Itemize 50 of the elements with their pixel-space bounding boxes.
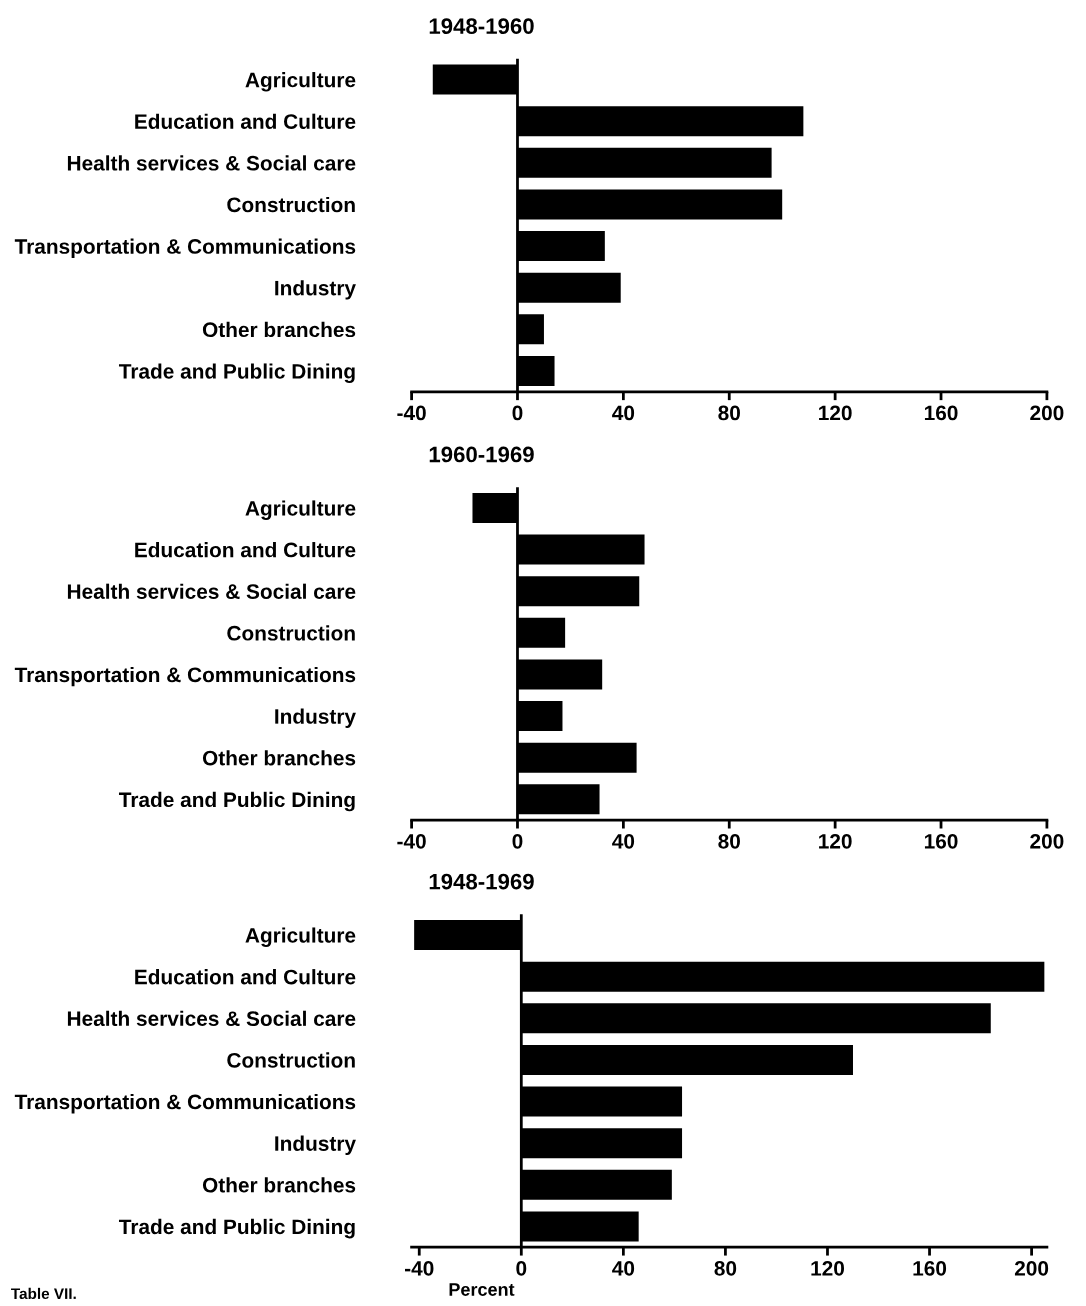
x-tick-label: 200 (1030, 833, 1064, 849)
y-tick-label: Trade and Public Dining (118, 363, 355, 383)
x-tick-label: 40 (612, 1260, 635, 1276)
chart-title: 1948-1969 (429, 873, 534, 890)
y-tick-label: Other branches (202, 1177, 356, 1193)
y-tick-label: Trade and Public Dining (118, 1218, 355, 1239)
y-tick-label: Other branches (202, 321, 356, 338)
y-tick-label: Agriculture (245, 927, 356, 947)
y-tick-label: Health services & Social care (67, 583, 356, 599)
y-tick-label: Industry (275, 280, 356, 300)
x-tick-label: 40 (612, 833, 635, 849)
y-tick-label: Industry (275, 1135, 356, 1156)
y-tick-label: Agriculture (245, 72, 356, 92)
x-tick-label: -40 (405, 1260, 434, 1276)
x-tick-label: 80 (718, 405, 740, 421)
y-tick-label: Agriculture (245, 500, 356, 520)
x-tick-label: -40 (397, 833, 426, 849)
chart-title: 1960-1969 (429, 446, 534, 463)
x-axis-title: Percent (449, 1283, 515, 1296)
x-tick-label: 200 (1014, 1260, 1049, 1276)
y-tick-label: Education and Culture (135, 969, 356, 985)
y-tick-label: Construction (227, 625, 355, 641)
y-tick-label: Transportation & Communications (14, 666, 356, 687)
x-tick-label: 0 (512, 405, 523, 421)
y-tick-label: Construction (227, 1052, 355, 1068)
y-tick-label: Education and Culture (135, 542, 356, 558)
y-tick-label: Construction (227, 196, 355, 213)
chart-title: 1948-1960 (429, 18, 534, 34)
x-tick-label: 120 (811, 1260, 845, 1276)
y-tick-label: Trade and Public Dining (118, 791, 355, 812)
y-tick-label: Health services & Social care (67, 1010, 356, 1027)
x-tick-label: 40 (612, 405, 635, 421)
y-tick-label: Health services & Social care (67, 155, 356, 171)
y-tick-label: Industry (275, 708, 356, 728)
text: Table VII. (11, 1287, 76, 1300)
y-tick-label: Transportation & Communications (14, 1093, 356, 1114)
y-tick-label: Other branches (202, 750, 356, 766)
x-tick-label: 80 (718, 833, 740, 849)
x-tick-label: 160 (924, 833, 958, 849)
x-tick-label: 80 (714, 1260, 737, 1276)
x-tick-label: 120 (819, 405, 852, 421)
x-tick-label: 160 (924, 405, 958, 421)
x-tick-label: 0 (516, 1260, 527, 1276)
x-tick-label: -40 (397, 405, 426, 421)
y-tick-label: Transportation & Communications (14, 238, 356, 258)
x-tick-label: 200 (1030, 405, 1064, 421)
x-tick-label: 120 (819, 833, 852, 849)
y-tick-label: Education and Culture (135, 113, 356, 129)
x-tick-label: 0 (512, 833, 523, 849)
x-tick-label: 160 (913, 1260, 947, 1276)
